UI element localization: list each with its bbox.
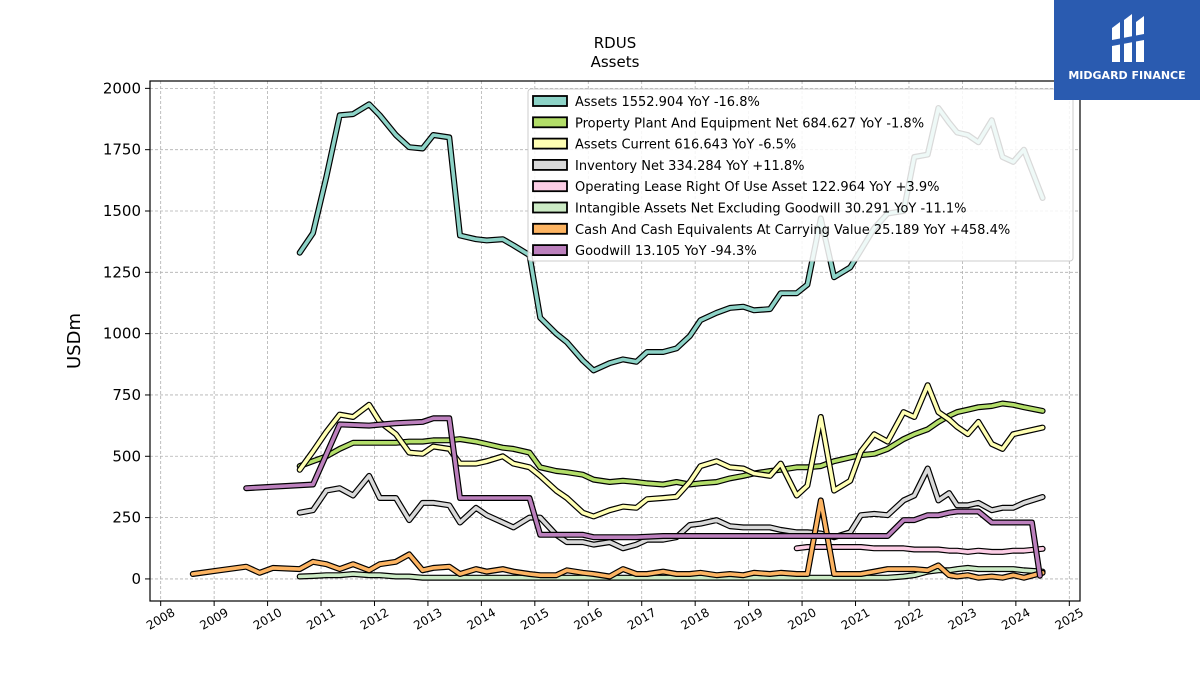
brand-logo: MIDGARD FINANCE <box>1054 0 1200 100</box>
x-tick-label: 2019 <box>732 605 765 632</box>
x-tick-label: 2023 <box>946 605 979 632</box>
y-tick-label: 2000 <box>103 79 141 97</box>
y-tick-label: 0 <box>131 570 141 588</box>
legend-swatch-3 <box>532 158 568 171</box>
legend-label-2: Assets Current 616.643 YoY -6.5% <box>575 138 796 153</box>
x-tick-label: 2017 <box>625 605 658 632</box>
x-tick-label: 2010 <box>251 605 284 632</box>
legend: Assets 1552.904 YoY -16.8% Property Plant… <box>527 88 1074 262</box>
x-tick-label: 2012 <box>358 605 391 632</box>
x-tick-label: 2020 <box>785 605 818 632</box>
y-tick-label: 1250 <box>103 263 141 281</box>
x-tick-label: 2011 <box>304 605 337 632</box>
legend-label-0: Assets 1552.904 YoY -16.8% <box>575 95 760 110</box>
legend-label-4: Operating Lease Right Of Use Asset 122.9… <box>575 180 939 195</box>
chart-subtitle: Assets <box>591 53 640 71</box>
y-tick-label: 1750 <box>103 141 141 159</box>
legend-swatch-7 <box>532 244 568 257</box>
y-tick-label: 1500 <box>103 202 141 220</box>
series-line-6 <box>191 498 1045 580</box>
y-tick-label: 500 <box>112 447 141 465</box>
legend-label-1: Property Plant And Equipment Net 684.627… <box>575 116 924 131</box>
x-tick-label: 2009 <box>197 605 230 632</box>
brand-name: MIDGARD FINANCE <box>1068 69 1186 82</box>
y-axis-label: USDm <box>64 313 85 369</box>
legend-swatch-4 <box>532 180 568 193</box>
legend-swatch-6 <box>532 222 568 235</box>
x-tick-label: 2013 <box>411 605 444 632</box>
legend-label-6: Cash And Cash Equivalents At Carrying Va… <box>575 223 1010 238</box>
y-tick-label: 750 <box>112 386 141 404</box>
x-tick-label: 2024 <box>999 605 1032 632</box>
x-tick-label: 2021 <box>839 605 872 632</box>
x-tick-label: 2018 <box>678 605 711 632</box>
legend-swatch-2 <box>532 137 568 150</box>
legend-label-5: Intangible Assets Net Excluding Goodwill… <box>575 202 966 217</box>
x-tick-label: 2016 <box>572 605 605 632</box>
series-line-1 <box>297 401 1045 487</box>
chart-title: RDUS <box>594 34 636 52</box>
x-tick-label: 2025 <box>1053 605 1086 632</box>
y-tick-label: 1000 <box>103 325 141 343</box>
legend-swatch-1 <box>532 116 568 129</box>
series-line-7 <box>244 416 1042 578</box>
legend-label-3: Inventory Net 334.284 YoY +11.8% <box>575 159 805 174</box>
y-tick-label: 250 <box>112 509 141 527</box>
x-tick-label: 2008 <box>144 605 177 632</box>
legend-swatch-0 <box>532 95 568 107</box>
plot-frame <box>149 80 1081 602</box>
series-line-2 <box>297 383 1045 519</box>
series-line-3 <box>297 466 1045 551</box>
series-line-4 <box>794 545 1045 554</box>
legend-box <box>527 88 1074 262</box>
x-tick-label: 2022 <box>892 605 925 632</box>
legend-swatch-5 <box>532 201 568 214</box>
midgard-logo-icon <box>1112 14 1144 62</box>
x-tick-label: 2014 <box>465 605 498 632</box>
legend-label-7: Goodwill 13.105 YoY -94.3% <box>575 244 757 259</box>
x-tick-label: 2015 <box>518 605 551 632</box>
